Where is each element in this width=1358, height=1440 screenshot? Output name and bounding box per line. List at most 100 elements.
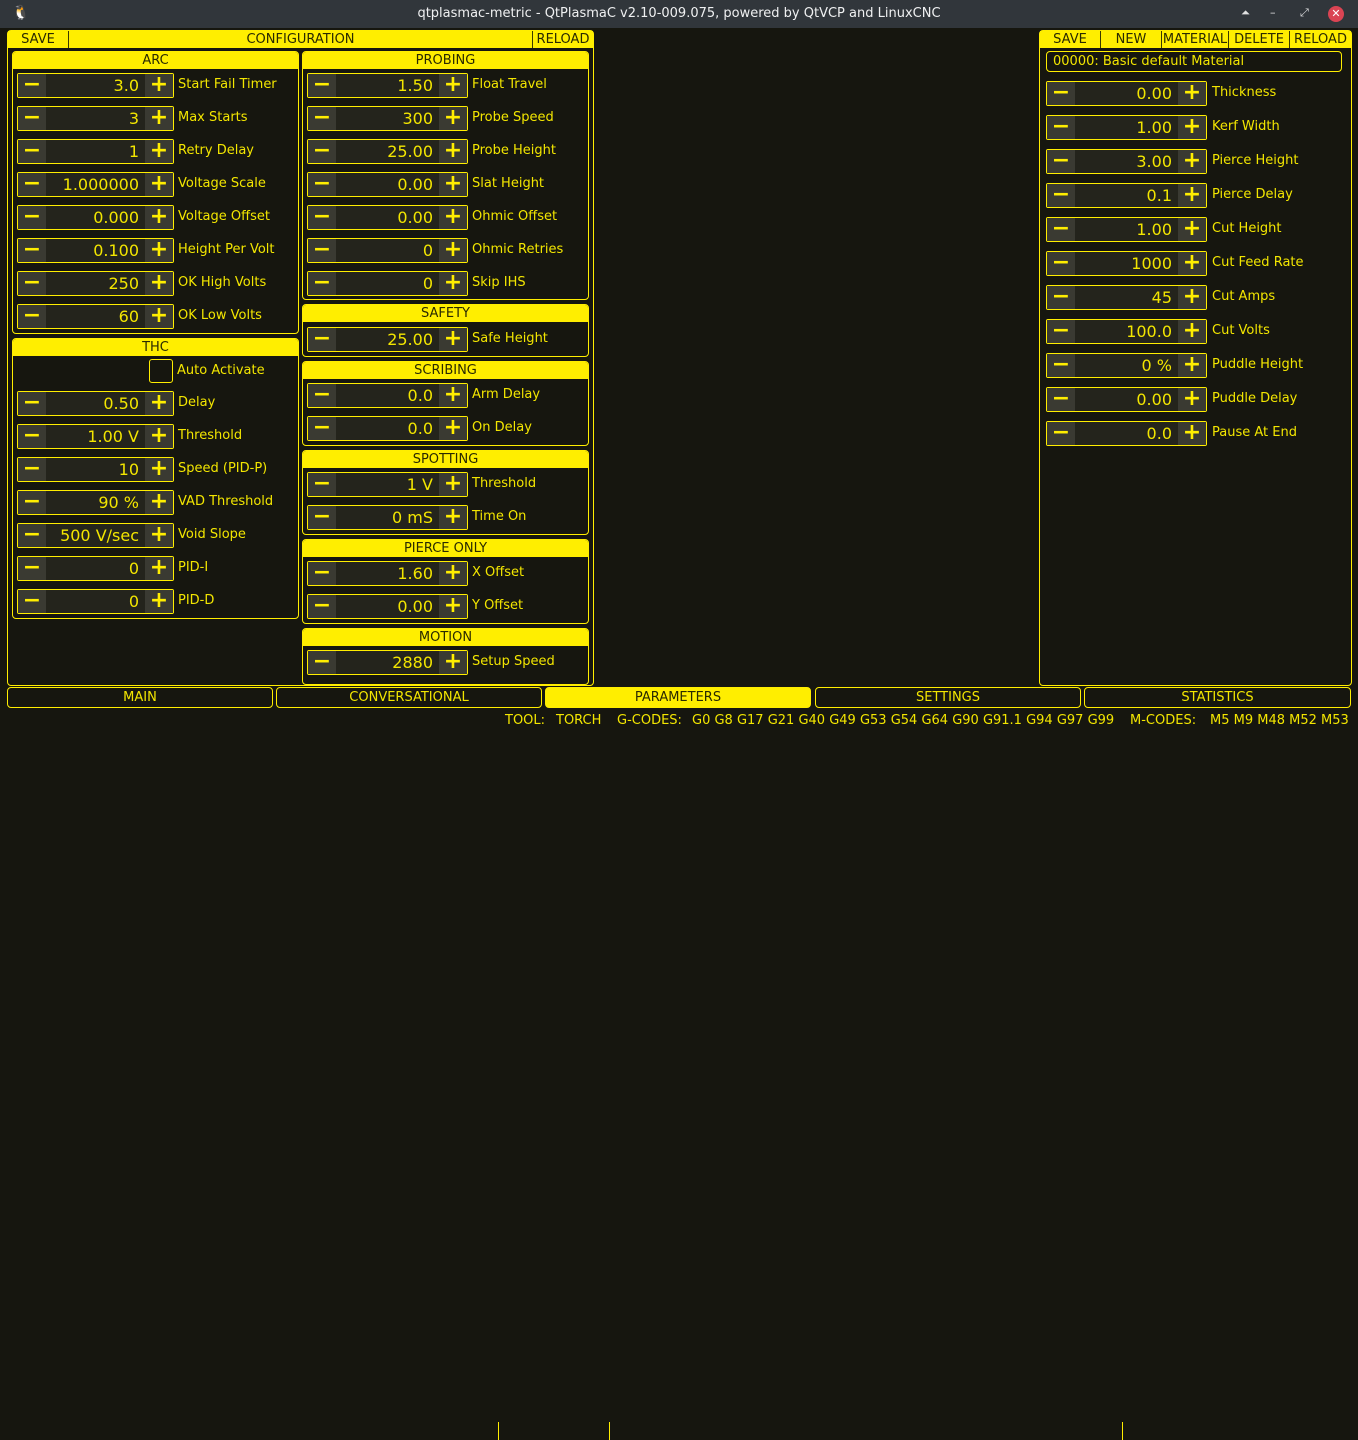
spinbox[interactable]: − 250 + bbox=[17, 271, 174, 296]
tab-conversational[interactable]: CONVERSATIONAL bbox=[276, 687, 542, 708]
minus-button[interactable]: − bbox=[308, 506, 336, 529]
spinbox-value[interactable]: 0.00 bbox=[1136, 84, 1172, 103]
minus-button[interactable]: − bbox=[18, 74, 46, 97]
spinbox-value[interactable]: 0.00 bbox=[1136, 390, 1172, 409]
minus-button[interactable]: − bbox=[308, 384, 336, 407]
material-reload-button[interactable]: RELOAD bbox=[1290, 31, 1351, 48]
plus-button[interactable]: + bbox=[439, 417, 467, 440]
material-save-button[interactable]: SAVE bbox=[1040, 31, 1101, 48]
spinbox-value[interactable]: 100.0 bbox=[1126, 322, 1172, 341]
minus-button[interactable]: − bbox=[18, 458, 46, 481]
spinbox-value[interactable]: 1.000000 bbox=[62, 175, 139, 194]
spinbox[interactable]: − 0.100 + bbox=[17, 238, 174, 263]
spinbox[interactable]: − 0.0 + bbox=[307, 383, 468, 408]
spinbox-value[interactable]: 2880 bbox=[392, 653, 433, 672]
plus-button[interactable]: + bbox=[439, 473, 467, 496]
plus-button[interactable]: + bbox=[1178, 184, 1206, 207]
plus-button[interactable]: + bbox=[439, 173, 467, 196]
plus-button[interactable]: + bbox=[439, 206, 467, 229]
spinbox[interactable]: − 0.50 + bbox=[17, 391, 174, 416]
spinbox-value[interactable]: 500 V/sec bbox=[60, 526, 139, 545]
spinbox-value[interactable]: 0 % bbox=[1141, 356, 1172, 375]
minus-button[interactable]: − bbox=[308, 562, 336, 585]
plus-button[interactable]: + bbox=[439, 140, 467, 163]
plus-button[interactable]: + bbox=[1178, 218, 1206, 241]
spinbox[interactable]: − 1.00 + bbox=[1046, 217, 1207, 242]
spinbox[interactable]: − 1 V + bbox=[307, 472, 468, 497]
spinbox-value[interactable]: 0.50 bbox=[103, 394, 139, 413]
minimize-icon[interactable]: – bbox=[1270, 6, 1276, 19]
minus-button[interactable]: − bbox=[18, 305, 46, 328]
minus-button[interactable]: − bbox=[308, 140, 336, 163]
spinbox-value[interactable]: 1 V bbox=[406, 475, 433, 494]
plus-button[interactable]: + bbox=[439, 74, 467, 97]
spinbox[interactable]: − 0.00 + bbox=[307, 594, 468, 619]
plus-button[interactable]: + bbox=[439, 384, 467, 407]
spinbox-value[interactable]: 0 mS bbox=[391, 508, 433, 527]
plus-button[interactable]: + bbox=[439, 107, 467, 130]
spinbox-value[interactable]: 0.000 bbox=[93, 208, 139, 227]
spinbox[interactable]: − 3.0 + bbox=[17, 73, 174, 98]
spinbox-value[interactable]: 3.0 bbox=[113, 76, 139, 95]
spinbox[interactable]: − 0 + bbox=[307, 271, 468, 296]
plus-button[interactable]: + bbox=[145, 524, 173, 547]
minus-button[interactable]: − bbox=[1047, 218, 1075, 241]
spinbox-value[interactable]: 90 % bbox=[98, 493, 139, 512]
spinbox-value[interactable]: 25.00 bbox=[387, 142, 433, 161]
minus-button[interactable]: − bbox=[18, 272, 46, 295]
minus-button[interactable]: − bbox=[1047, 184, 1075, 207]
spinbox-value[interactable]: 1.00 bbox=[1136, 220, 1172, 239]
tab-settings[interactable]: SETTINGS bbox=[815, 687, 1081, 708]
spinbox[interactable]: − 0.0 + bbox=[307, 416, 468, 441]
plus-button[interactable]: + bbox=[439, 595, 467, 618]
minus-button[interactable]: − bbox=[18, 425, 46, 448]
spinbox-value[interactable]: 1.00 bbox=[1136, 118, 1172, 137]
spinbox[interactable]: −1.000000 + bbox=[17, 172, 174, 197]
plus-button[interactable]: + bbox=[439, 562, 467, 585]
minus-button[interactable]: − bbox=[308, 272, 336, 295]
spinbox[interactable]: − 0 mS + bbox=[307, 505, 468, 530]
spinbox[interactable]: − 0.00 + bbox=[307, 172, 468, 197]
plus-button[interactable]: + bbox=[1178, 150, 1206, 173]
plus-button[interactable]: + bbox=[145, 590, 173, 613]
spinbox[interactable]: − 1.00 + bbox=[1046, 115, 1207, 140]
material-delete-button[interactable]: DELETE bbox=[1229, 31, 1290, 48]
minus-button[interactable]: − bbox=[1047, 286, 1075, 309]
plus-button[interactable]: + bbox=[145, 173, 173, 196]
plus-button[interactable]: + bbox=[1178, 388, 1206, 411]
plus-button[interactable]: + bbox=[1178, 252, 1206, 275]
spinbox-value[interactable]: 1.60 bbox=[397, 564, 433, 583]
minus-button[interactable]: − bbox=[18, 590, 46, 613]
minus-button[interactable]: − bbox=[308, 595, 336, 618]
spinbox-value[interactable]: 3 bbox=[128, 109, 139, 128]
minus-button[interactable]: − bbox=[308, 173, 336, 196]
minus-button[interactable]: − bbox=[18, 107, 46, 130]
spinbox[interactable]: − 2880 + bbox=[307, 650, 468, 675]
spinbox[interactable]: − 0.1 + bbox=[1046, 183, 1207, 208]
spinbox-value[interactable]: 0.0 bbox=[407, 419, 433, 438]
spinbox-value[interactable]: 300 bbox=[402, 109, 433, 128]
spinbox[interactable]: − 1000 + bbox=[1046, 251, 1207, 276]
spinbox[interactable]: − 90 % + bbox=[17, 490, 174, 515]
minus-button[interactable]: − bbox=[1047, 116, 1075, 139]
minus-button[interactable]: − bbox=[308, 239, 336, 262]
plus-button[interactable]: + bbox=[439, 506, 467, 529]
tab-main[interactable]: MAIN bbox=[7, 687, 273, 708]
plus-button[interactable]: + bbox=[1178, 354, 1206, 377]
spinbox[interactable]: − 1.50 + bbox=[307, 73, 468, 98]
spinbox[interactable]: − 100.0 + bbox=[1046, 319, 1207, 344]
spinbox-value[interactable]: 0.00 bbox=[397, 175, 433, 194]
keep-above-icon[interactable]: ⏶ bbox=[1241, 6, 1250, 19]
plus-button[interactable]: + bbox=[439, 272, 467, 295]
spinbox[interactable]: − 1 + bbox=[17, 139, 174, 164]
plus-button[interactable]: + bbox=[1178, 320, 1206, 343]
plus-button[interactable]: + bbox=[439, 651, 467, 674]
plus-button[interactable]: + bbox=[145, 392, 173, 415]
spinbox-value[interactable]: 1.50 bbox=[397, 76, 433, 95]
spinbox-value[interactable]: 0.0 bbox=[1146, 424, 1172, 443]
spinbox-value[interactable]: 0.1 bbox=[1146, 186, 1172, 205]
spinbox[interactable]: − 25.00 + bbox=[307, 139, 468, 164]
spinbox[interactable]: − 3.00 + bbox=[1046, 149, 1207, 174]
minus-button[interactable]: − bbox=[1047, 388, 1075, 411]
spinbox[interactable]: − 0 + bbox=[17, 556, 174, 581]
